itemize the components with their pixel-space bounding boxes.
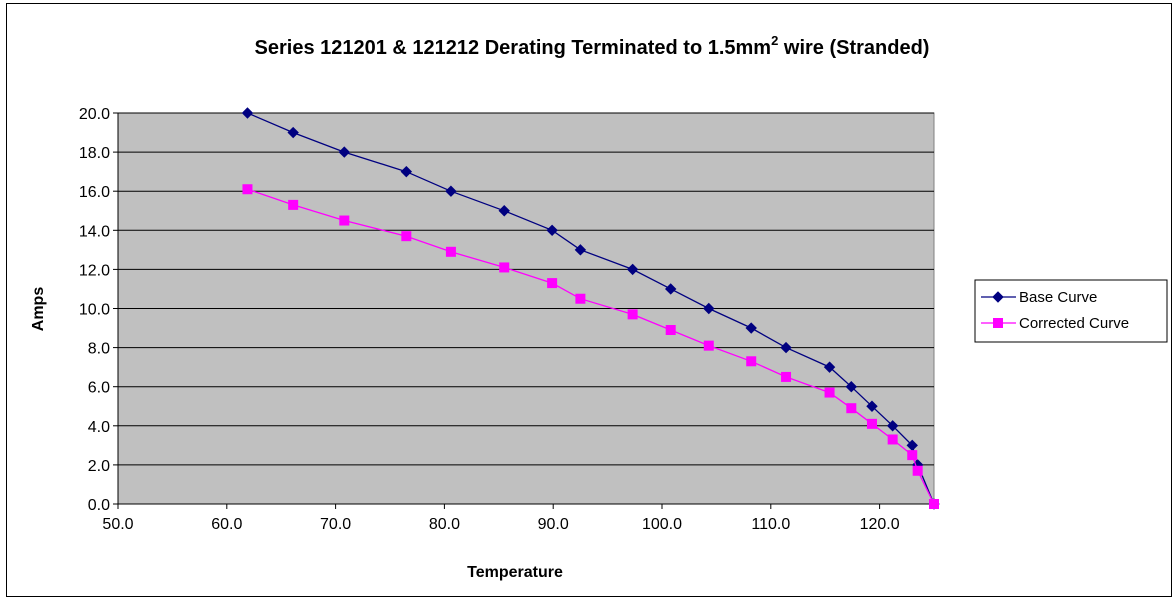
data-point-base-curve (445, 185, 457, 197)
x-tick-label: 90.0 (538, 516, 569, 533)
y-tick-label: 6.0 (88, 380, 110, 397)
data-point-corrected-curve (242, 184, 253, 195)
y-tick-label: 8.0 (88, 341, 110, 358)
data-point-base-curve (866, 400, 878, 412)
chart-title-main: Series 121201 & 121212 Derating Terminat… (255, 37, 772, 59)
axis-layer: 0.0 2.0 4.0 6.0 8.0 10.0 12.0 14.0 16.0 18.0 20.0 5… (79, 106, 934, 533)
data-point-base-curve (241, 107, 254, 119)
chart-title-superscript: 2 (771, 33, 778, 48)
data-point-base-curve (664, 283, 677, 295)
series-layer (241, 107, 940, 510)
data-point-corrected-curve (499, 262, 510, 273)
y-tick-label: 16.0 (79, 184, 110, 201)
y-tick-label: 18.0 (79, 145, 110, 162)
data-point-corrected-curve (547, 278, 558, 289)
data-point-base-curve (338, 146, 351, 158)
y-tick-label: 10.0 (79, 302, 110, 319)
y-tick-label: 4.0 (88, 419, 110, 436)
legend-item-base-curve: Base Curve (981, 289, 1097, 306)
data-point-corrected-curve (887, 434, 898, 445)
data-point-base-curve (498, 205, 510, 217)
data-point-corrected-curve (846, 403, 857, 414)
chart-title: Series 121201 & 121212 Derating Terminat… (255, 33, 930, 59)
data-point-base-curve (886, 420, 899, 432)
x-tick-label: 60.0 (211, 516, 242, 533)
data-point-corrected-curve (575, 293, 586, 304)
data-point-base-curve (626, 263, 639, 276)
data-point-corrected-curve (703, 340, 714, 351)
data-point-corrected-curve (746, 356, 757, 367)
data-point-corrected-curve (866, 418, 877, 429)
legend: Base Curve Corrected Curve (974, 279, 1168, 343)
data-point-corrected-curve (445, 246, 456, 257)
x-axis-title: Temperature (467, 564, 563, 581)
data-point-base-curve (400, 165, 413, 178)
data-point-base-curve (845, 380, 858, 393)
x-tick-label: 50.0 (102, 516, 133, 533)
data-point-corrected-curve (781, 371, 792, 382)
legend-label: Base Curve (1019, 289, 1097, 306)
data-point-corrected-curve (665, 325, 676, 336)
data-point-base-curve (703, 302, 715, 315)
y-tick-label: 14.0 (79, 223, 110, 240)
y-tick-label: 20.0 (79, 106, 110, 123)
legend-item-corrected-curve: Corrected Curve (981, 315, 1129, 332)
legend-box (974, 279, 1168, 343)
data-point-base-curve (546, 224, 558, 237)
legend-items: Base Curve Corrected Curve (981, 289, 1129, 332)
y-tick-label: 0.0 (88, 497, 110, 514)
legend-label: Corrected Curve (1019, 315, 1129, 332)
data-point-corrected-curve (907, 450, 918, 461)
data-point-corrected-curve (912, 465, 923, 476)
data-point-base-curve (574, 244, 587, 256)
data-point-base-curve (745, 322, 757, 334)
data-point-corrected-curve (288, 199, 299, 210)
series-line-base-curve (247, 112, 935, 505)
data-point-base-curve (287, 126, 299, 139)
y-tick-label: 2.0 (88, 458, 110, 475)
x-tick-label: 100.0 (642, 516, 682, 533)
x-tick-label: 120.0 (860, 516, 900, 533)
series-corrected-curve (242, 184, 939, 509)
grid-layer (118, 112, 934, 466)
x-tick-label: 110.0 (751, 516, 790, 533)
chart-title-suffix: wire (Stranded) (778, 37, 929, 59)
data-point-corrected-curve (929, 499, 939, 509)
data-point-base-curve (823, 361, 836, 373)
y-tick-label: 12.0 (79, 262, 110, 279)
x-tick-label: 80.0 (429, 516, 460, 533)
x-tick-label: 70.0 (320, 516, 351, 533)
data-point-corrected-curve (339, 215, 350, 226)
legend-swatch-marker (993, 318, 1003, 328)
legend-swatch-marker (992, 291, 1004, 303)
data-point-corrected-curve (824, 387, 835, 398)
data-point-corrected-curve (627, 309, 638, 320)
y-axis-title: Amps (30, 287, 47, 332)
data-point-base-curve (780, 341, 792, 354)
data-point-corrected-curve (401, 231, 412, 242)
